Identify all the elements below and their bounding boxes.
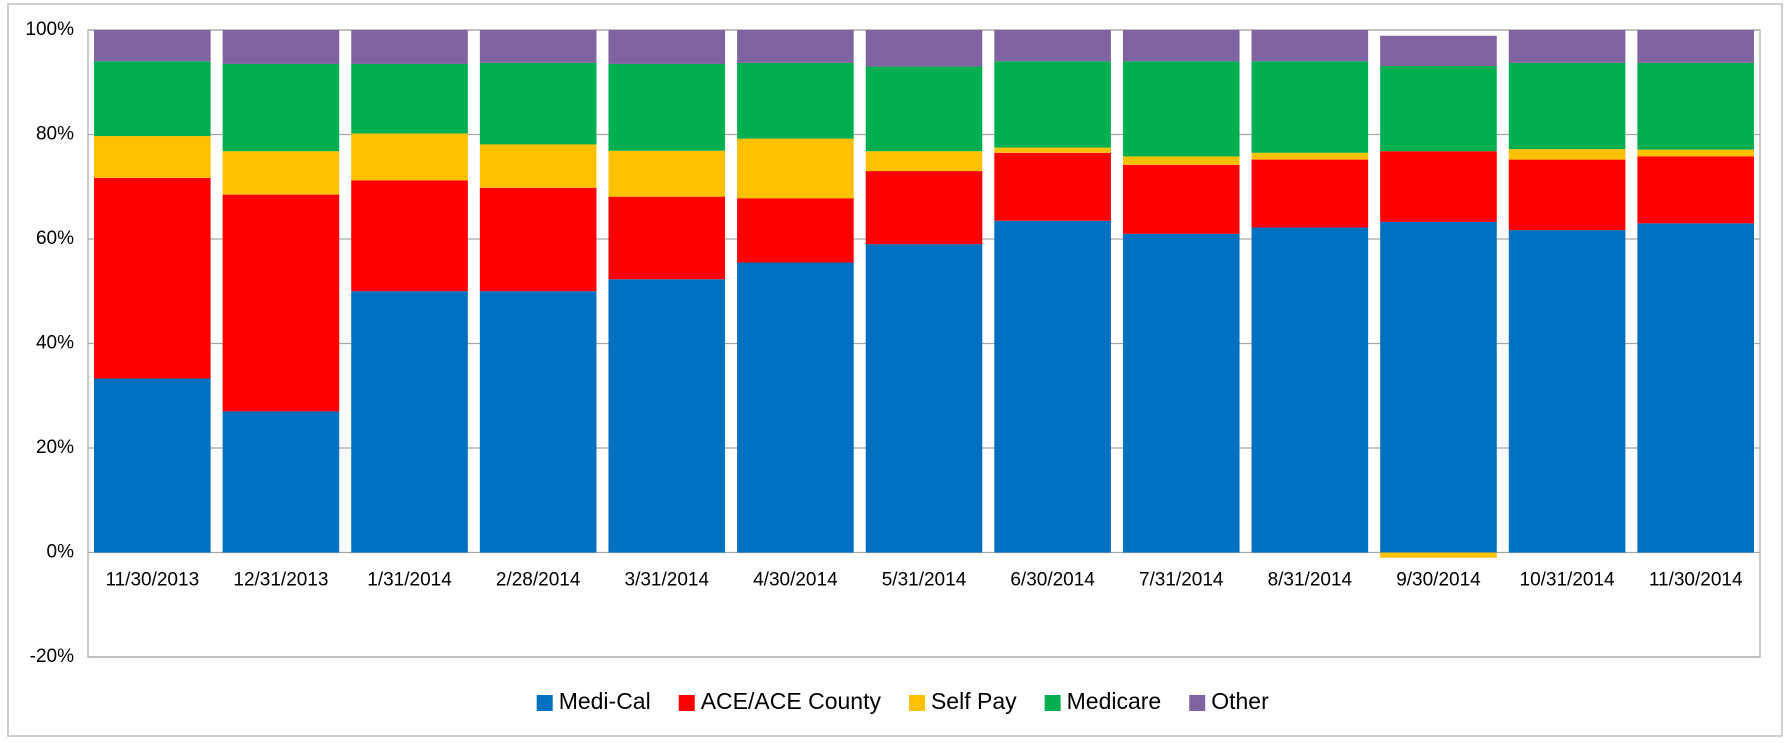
bar-segment: [737, 30, 854, 63]
bar-segment: [479, 144, 597, 188]
bar-segment: [479, 30, 597, 63]
legend-label: ACE/ACE County: [701, 688, 882, 714]
bar-segment: [351, 30, 468, 64]
x-tick-label: 7/31/2014: [1139, 570, 1224, 591]
bar-segment: [994, 220, 1111, 553]
x-tick-label: 6/30/2014: [1010, 570, 1095, 591]
bar-segment: [1508, 159, 1626, 231]
bar-segment: [351, 63, 468, 134]
bar-segment: [1637, 149, 1754, 157]
bar-segment: [865, 30, 983, 67]
bar-segment: [351, 133, 468, 181]
y-tick-label: 60%: [36, 228, 74, 249]
bar-segment: [222, 30, 340, 64]
bar-segment: [1380, 35, 1497, 67]
x-tick-label: 5/31/2014: [882, 570, 967, 591]
bar-segment: [222, 194, 340, 412]
bar-segment: [1380, 552, 1497, 558]
bar-segment: [1251, 227, 1369, 553]
y-tick-label: 40%: [36, 333, 74, 354]
x-tick-label: 8/31/2014: [1268, 570, 1353, 591]
bar-segment: [1122, 164, 1240, 234]
bar-segment: [1380, 66, 1497, 152]
bar-segment: [1251, 152, 1369, 160]
bar-segment: [94, 136, 211, 178]
y-tick-label: -20%: [30, 646, 74, 667]
legend-label: Other: [1211, 688, 1269, 714]
legend-swatch: [1189, 695, 1206, 711]
legend-swatch: [908, 695, 925, 711]
x-tick-label: 11/30/2014: [1649, 570, 1743, 591]
bar-segment: [1251, 159, 1369, 228]
x-tick-label: 4/30/2014: [753, 570, 838, 591]
bar-segment: [1122, 61, 1240, 157]
bar-segment: [1380, 221, 1497, 553]
bar-segment: [1637, 223, 1754, 553]
legend-swatch: [678, 695, 695, 711]
bar-segment: [994, 30, 1111, 62]
x-tick-label: 3/31/2014: [625, 570, 710, 591]
bar-segment: [994, 152, 1111, 221]
bar-segment: [865, 151, 983, 172]
bar-segment: [608, 279, 726, 553]
y-tick-label: 0%: [47, 542, 75, 563]
bar-segment: [608, 150, 726, 197]
legend-swatch: [536, 695, 553, 711]
bar-segment: [1508, 62, 1626, 150]
bar-segment: [1637, 62, 1754, 150]
bar-segment: [865, 171, 983, 245]
bar-segment: [994, 147, 1111, 153]
x-tick-label: 2/28/2014: [496, 570, 581, 591]
legend-label: Medi-Cal: [559, 688, 651, 714]
bar-segment: [222, 151, 340, 195]
bar-segment: [94, 30, 211, 62]
bar-segment: [351, 291, 468, 553]
bar-segment: [94, 61, 211, 137]
bar-segment: [479, 62, 597, 145]
legend-label: Self Pay: [931, 688, 1017, 714]
bar-segment: [479, 187, 597, 292]
legend-swatch: [1044, 695, 1061, 711]
x-tick-label: 10/31/2014: [1520, 570, 1616, 591]
bar-segment: [222, 411, 340, 553]
x-tick-label: 1/31/2014: [367, 570, 452, 591]
legend-label: Medicare: [1067, 688, 1162, 714]
bar-segment: [1122, 156, 1240, 165]
bar-segment: [222, 63, 340, 152]
bar-segment: [1380, 151, 1497, 222]
bar-segment: [1637, 30, 1754, 63]
y-tick-label: 100%: [25, 19, 74, 40]
bar-segment: [94, 378, 211, 553]
bar-segment: [737, 262, 854, 553]
bar-segment: [1122, 30, 1240, 62]
bar-segment: [1251, 61, 1369, 153]
bar-segment: [1508, 230, 1626, 553]
y-tick-label: 20%: [36, 437, 74, 458]
bar-segment: [994, 61, 1111, 148]
bar-segment: [608, 30, 726, 64]
bar-segment: [1637, 156, 1754, 224]
bar-segment: [1508, 149, 1626, 160]
bar-segment: [1508, 30, 1626, 63]
bar-segment: [865, 66, 983, 152]
bar-segment: [479, 291, 597, 553]
bar-segment: [94, 177, 211, 379]
bar-segment: [737, 62, 854, 139]
bar-segment: [1122, 233, 1240, 553]
bar-segment: [608, 63, 726, 151]
x-tick-label: 12/31/2013: [233, 570, 328, 591]
bar-segment: [737, 198, 854, 263]
bar-segment: [865, 244, 983, 553]
bar-segment: [737, 138, 854, 199]
y-tick-label: 80%: [36, 124, 74, 145]
x-tick-label: 9/30/2014: [1396, 570, 1481, 591]
bar-segment: [608, 196, 726, 280]
bar-segment: [351, 180, 468, 292]
bar-segment: [1251, 30, 1369, 62]
x-tick-label: 11/30/2013: [105, 570, 199, 591]
